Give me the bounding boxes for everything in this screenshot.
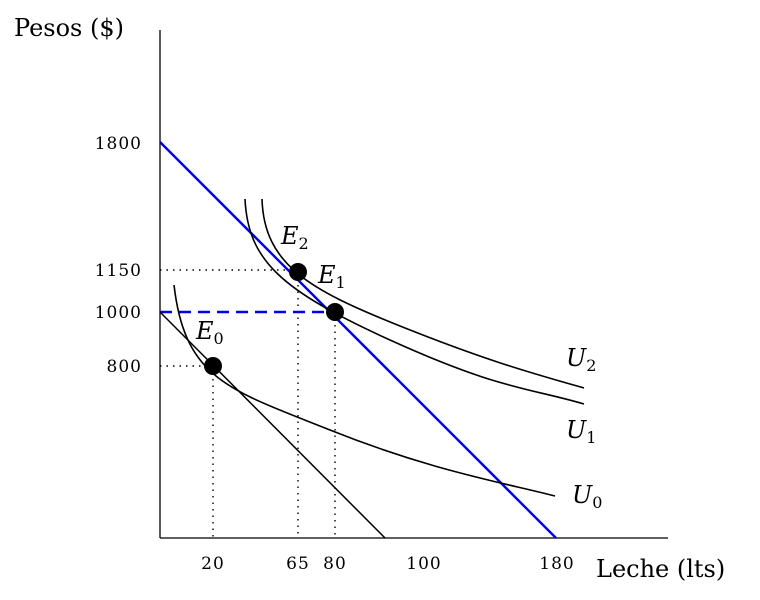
budget-line-new bbox=[159, 141, 557, 539]
label-e2: E2 bbox=[280, 222, 309, 253]
point-e1 bbox=[326, 303, 344, 321]
label-u2: U2 bbox=[566, 344, 596, 375]
label-u1: U1 bbox=[566, 416, 596, 447]
indifference-curve-u1 bbox=[244, 198, 585, 405]
y-tick-1150: 1150 bbox=[95, 261, 142, 281]
x-tick-20: 20 bbox=[201, 554, 225, 574]
point-e2 bbox=[289, 263, 307, 281]
label-e1: E1 bbox=[317, 261, 346, 292]
budget-line-original bbox=[159, 311, 386, 539]
x-tick-100: 100 bbox=[406, 554, 441, 574]
point-e0 bbox=[204, 357, 222, 375]
label-e0: E0 bbox=[195, 317, 224, 348]
x-axis-title: Leche (lts) bbox=[596, 555, 725, 583]
indifference-curve-u2 bbox=[261, 198, 585, 389]
indifference-curve-u0 bbox=[173, 284, 556, 497]
y-tick-800: 800 bbox=[107, 357, 142, 377]
y-axis-title: Pesos ($) bbox=[14, 14, 124, 42]
x-tick-80: 80 bbox=[323, 554, 347, 574]
label-u0: U0 bbox=[572, 481, 602, 512]
y-tick-1800: 1800 bbox=[95, 134, 142, 154]
x-tick-180: 180 bbox=[539, 554, 574, 574]
x-tick-65: 65 bbox=[286, 554, 310, 574]
y-tick-1000: 1000 bbox=[95, 303, 142, 323]
